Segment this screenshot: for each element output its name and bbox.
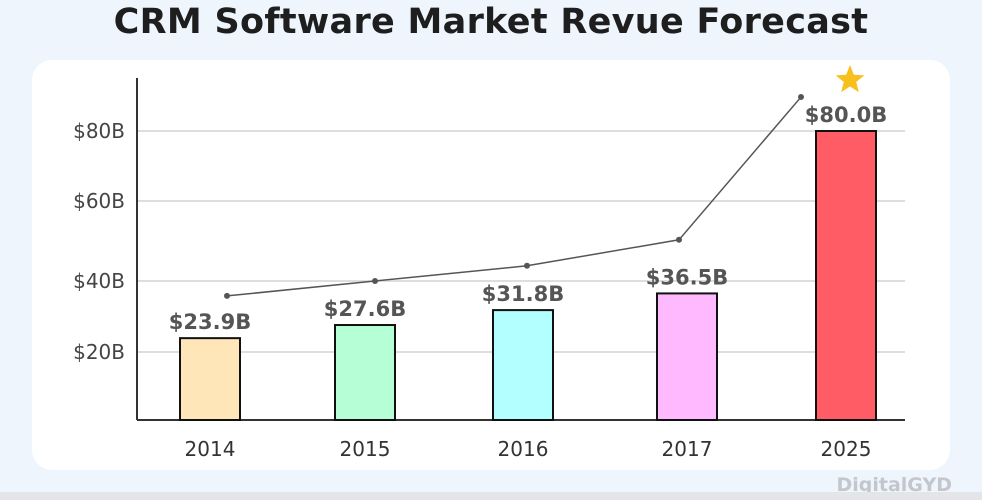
data-label: $31.8B	[482, 282, 564, 306]
y-tick-label: $40B	[73, 269, 125, 293]
x-tick-label: 2017	[662, 437, 713, 461]
x-tick-label: 2015	[340, 437, 391, 461]
bar-2014	[179, 337, 241, 421]
y-tick-label: $80B	[73, 119, 125, 143]
x-tick-label: 2025	[821, 437, 872, 461]
trend-point	[372, 278, 378, 284]
bottom-bar	[0, 492, 982, 500]
data-label: $23.9B	[169, 310, 251, 334]
data-label: $27.6B	[324, 297, 406, 321]
trend-point	[224, 292, 230, 299]
y-tick-label: $20B	[73, 340, 125, 364]
bar-2017	[656, 292, 718, 421]
trend-point	[798, 94, 804, 101]
bar-2015	[334, 324, 396, 421]
star-icon	[835, 65, 865, 93]
trend-point	[676, 236, 682, 243]
chart-title: CRM Software Market Revue Forecast	[113, 2, 869, 42]
data-label: $80.0B	[805, 103, 887, 127]
watermark-logo: DigitalGYD	[836, 474, 952, 496]
x-tick-label: 2016	[498, 437, 549, 461]
trend-point	[524, 262, 530, 269]
y-tick-label: $60B	[73, 189, 125, 213]
data-label: $36.5B	[646, 265, 728, 289]
x-tick-label: 2014	[185, 437, 236, 461]
bar-2016	[492, 309, 554, 421]
bar-2025	[815, 130, 877, 421]
